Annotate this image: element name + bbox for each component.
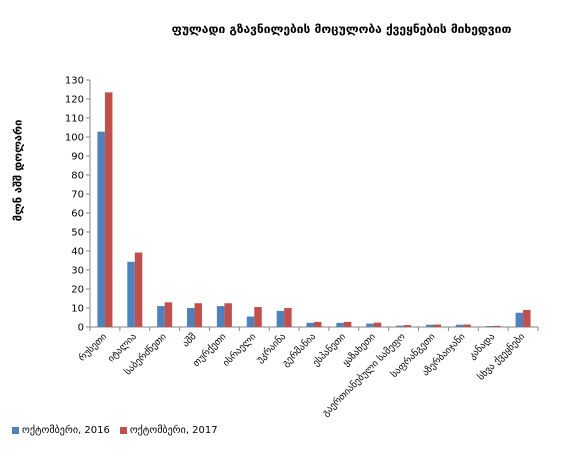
bar-series-1-13 [493, 325, 501, 327]
bar-series-1-5 [254, 307, 262, 327]
y-tick-label: 90 [71, 152, 84, 163]
y-tick-label: 60 [71, 209, 84, 220]
x-category-label: აშშ [181, 331, 199, 349]
bar-series-1-12 [463, 324, 471, 327]
bar-series-1-10 [403, 325, 412, 327]
bar-series-1-0 [104, 92, 113, 327]
bar-series-0-10 [396, 325, 404, 327]
y-tick-label: 20 [71, 285, 84, 296]
bar-series-1-14 [523, 309, 531, 327]
y-tick-label: 130 [65, 76, 84, 87]
bar-series-0-7 [306, 322, 314, 327]
y-tick-label: 0 [78, 323, 84, 334]
bar-series-1-4 [224, 303, 232, 327]
bar-series-1-1 [134, 252, 143, 327]
y-tick-label: 10 [71, 304, 84, 315]
bar-series-0-2 [157, 306, 165, 327]
y-tick-label: 110 [65, 114, 84, 125]
bar-series-0-12 [455, 324, 464, 327]
y-tick-label: 80 [71, 171, 84, 182]
bar-series-1-11 [433, 324, 441, 327]
bar-series-1-6 [284, 308, 292, 327]
y-tick-label: 30 [71, 266, 84, 277]
bar-series-1-8 [343, 321, 352, 327]
bar-series-0-6 [276, 310, 285, 327]
y-tick-label: 40 [71, 247, 84, 258]
x-category-label: ისრაელი [221, 331, 259, 369]
bar-series-1-7 [314, 321, 322, 327]
bar-series-0-5 [246, 316, 255, 327]
x-category-label: რუსეთი [77, 331, 109, 363]
legend-label-2016: ოქტომბერი, 2016 [22, 425, 110, 436]
bar-series-1-2 [164, 302, 173, 327]
y-tick-label: 100 [65, 133, 84, 144]
legend-label-2017: ოქტომბერი, 2017 [129, 425, 218, 436]
bar-series-0-0 [97, 131, 105, 327]
legend-swatch-2017 [119, 427, 127, 434]
y-tick-label: 120 [65, 95, 84, 106]
bar-series-1-3 [194, 303, 203, 327]
legend-swatch-2016 [12, 427, 19, 434]
legend: ოქტომბერი, 2016 ოქტომბერი, 2017 [12, 425, 218, 436]
bar-series-0-8 [336, 322, 344, 327]
bar-series-0-3 [187, 308, 195, 327]
bar-series-0-14 [515, 312, 524, 327]
bar-series-0-4 [216, 306, 225, 327]
y-tick-label: 50 [71, 228, 84, 239]
bar-series-0-11 [425, 324, 434, 327]
chart-title: ფულადი გზავნილების მოცულობა ქვეყნების მი… [171, 22, 512, 36]
legend-item-2017: ოქტომბერი, 2017 [119, 425, 218, 436]
bar-series-0-1 [127, 261, 135, 327]
bar-series-0-13 [485, 326, 494, 327]
bar-series-1-9 [373, 322, 382, 327]
y-tick-label: 70 [71, 190, 84, 201]
legend-item-2016: ოქტომბერი, 2016 [12, 425, 110, 436]
bar-series-0-9 [366, 323, 374, 327]
